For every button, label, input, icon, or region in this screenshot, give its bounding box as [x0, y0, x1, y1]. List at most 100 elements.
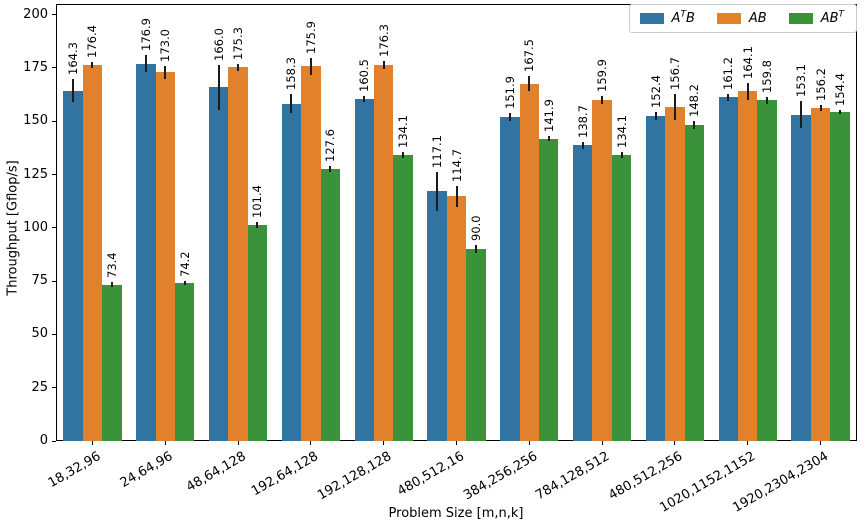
bar-value-label: 117.1 [430, 135, 445, 169]
y-tick [52, 280, 56, 282]
bar-ABT [320, 168, 340, 441]
error-bar [819, 104, 822, 112]
y-tick-label: 200 [23, 6, 48, 22]
bar-value-label: 176.4 [85, 24, 100, 58]
error-bar [144, 55, 147, 73]
error-bar [581, 142, 584, 149]
bar-value-label: 101.4 [250, 184, 265, 218]
x-tick-label: 18,32,96 [45, 449, 103, 491]
error-bar [217, 64, 220, 110]
legend-label-ab-base: AB [748, 11, 767, 26]
x-tick [674, 441, 676, 445]
bar-value-label: 164.3 [65, 42, 80, 76]
legend: A T B AB ABT [628, 4, 857, 33]
error-bar [601, 95, 604, 105]
bar-value-label: 134.1 [396, 115, 411, 148]
legend-label-atb-post: B [685, 11, 695, 26]
x-tick [164, 441, 166, 445]
bar-value-label: 159.9 [595, 58, 610, 92]
bar-AB [665, 106, 685, 441]
error-bar [91, 61, 94, 69]
y-tick [52, 67, 56, 69]
legend-label-atb-base: A [671, 11, 681, 26]
bar-value-label: 156.2 [813, 67, 828, 101]
bar-value-label: 138.7 [575, 105, 590, 139]
bar-value-label: 141.9 [541, 99, 556, 133]
x-tick [91, 441, 93, 445]
bar-ATB [354, 98, 374, 441]
y-tick-label: 0 [39, 433, 48, 448]
error-bar [547, 136, 550, 141]
error-bar [654, 111, 657, 121]
error-bar [746, 82, 749, 100]
bar-value-label: 161.2 [721, 57, 736, 91]
bar-value-label: 175.3 [231, 27, 246, 61]
bar-ATB [791, 114, 811, 441]
bar-AB [373, 65, 394, 441]
error-bar [839, 109, 841, 114]
bar-AB [301, 66, 321, 441]
x-tick-label: 480,512,16 [395, 449, 467, 500]
legend-label-abt-base: AB [820, 11, 839, 26]
bar-value-label: 127.6 [323, 128, 338, 162]
x-tick-label: 192,64,128 [249, 449, 322, 500]
error-bar [71, 79, 74, 103]
error-bar [620, 151, 623, 159]
x-tick [456, 441, 457, 445]
bar-value-label: 152.4 [648, 74, 663, 108]
bar-value-label: 156.7 [667, 57, 682, 91]
y-tick [52, 440, 56, 442]
bar-ABT [684, 125, 705, 441]
error-bar [164, 65, 167, 79]
error-bar [290, 93, 293, 114]
error-bar [673, 94, 676, 120]
bar-AB [155, 72, 175, 441]
bar-value-label: 167.5 [522, 39, 537, 73]
x-tick [528, 441, 530, 445]
y-tick [52, 227, 56, 229]
error-bar [474, 244, 477, 254]
bar-value-label: 176.9 [138, 18, 153, 52]
bar-ATB [427, 191, 447, 441]
y-tick-label: 75 [31, 273, 48, 289]
x-tick [820, 441, 822, 445]
bar-ABT [102, 284, 122, 441]
y-tick [52, 387, 56, 389]
bar-AB [82, 64, 103, 441]
bar-ABT [174, 282, 195, 441]
bar-value-label: 158.3 [284, 57, 299, 90]
bar-value-label: 159.8 [760, 60, 775, 94]
x-axis-label: Problem Size [m,n,k] [388, 506, 524, 521]
bar-ATB [281, 103, 302, 441]
y-tick-label: 50 [31, 326, 48, 342]
bar-value-label: 90.0 [468, 215, 483, 241]
legend-label-abt: ABT [820, 9, 845, 26]
bar-ABT [393, 155, 413, 441]
bar-ABT [247, 224, 268, 441]
bar-ATB [208, 87, 229, 441]
legend-label-abt-sup: T [838, 9, 845, 20]
bar-value-label: 74.2 [177, 251, 192, 277]
x-tick-label: 192,128,128 [315, 449, 395, 504]
bar-ATB [63, 90, 83, 441]
bar-AB [738, 91, 758, 441]
x-tick-label: 384,256,256 [460, 449, 540, 504]
bar-ABT [830, 111, 850, 441]
bar-value-label: 160.5 [357, 58, 372, 92]
x-tick [383, 441, 385, 445]
legend-item-ab: AB [716, 11, 767, 26]
y-tick-label: 175 [23, 59, 48, 75]
y-tick [52, 14, 56, 16]
bar-value-label: 134.1 [614, 115, 629, 148]
bar-value-label: 148.2 [687, 83, 702, 117]
error-bar [766, 97, 769, 104]
y-tick-label: 150 [23, 113, 48, 129]
bar-ATB [136, 63, 156, 441]
error-bar [110, 282, 113, 287]
x-tick [310, 441, 312, 445]
bar-value-label: 176.3 [376, 23, 391, 57]
y-tick [52, 333, 56, 335]
bar-AB [592, 100, 612, 441]
error-bar [727, 94, 730, 101]
error-bar [237, 64, 240, 71]
